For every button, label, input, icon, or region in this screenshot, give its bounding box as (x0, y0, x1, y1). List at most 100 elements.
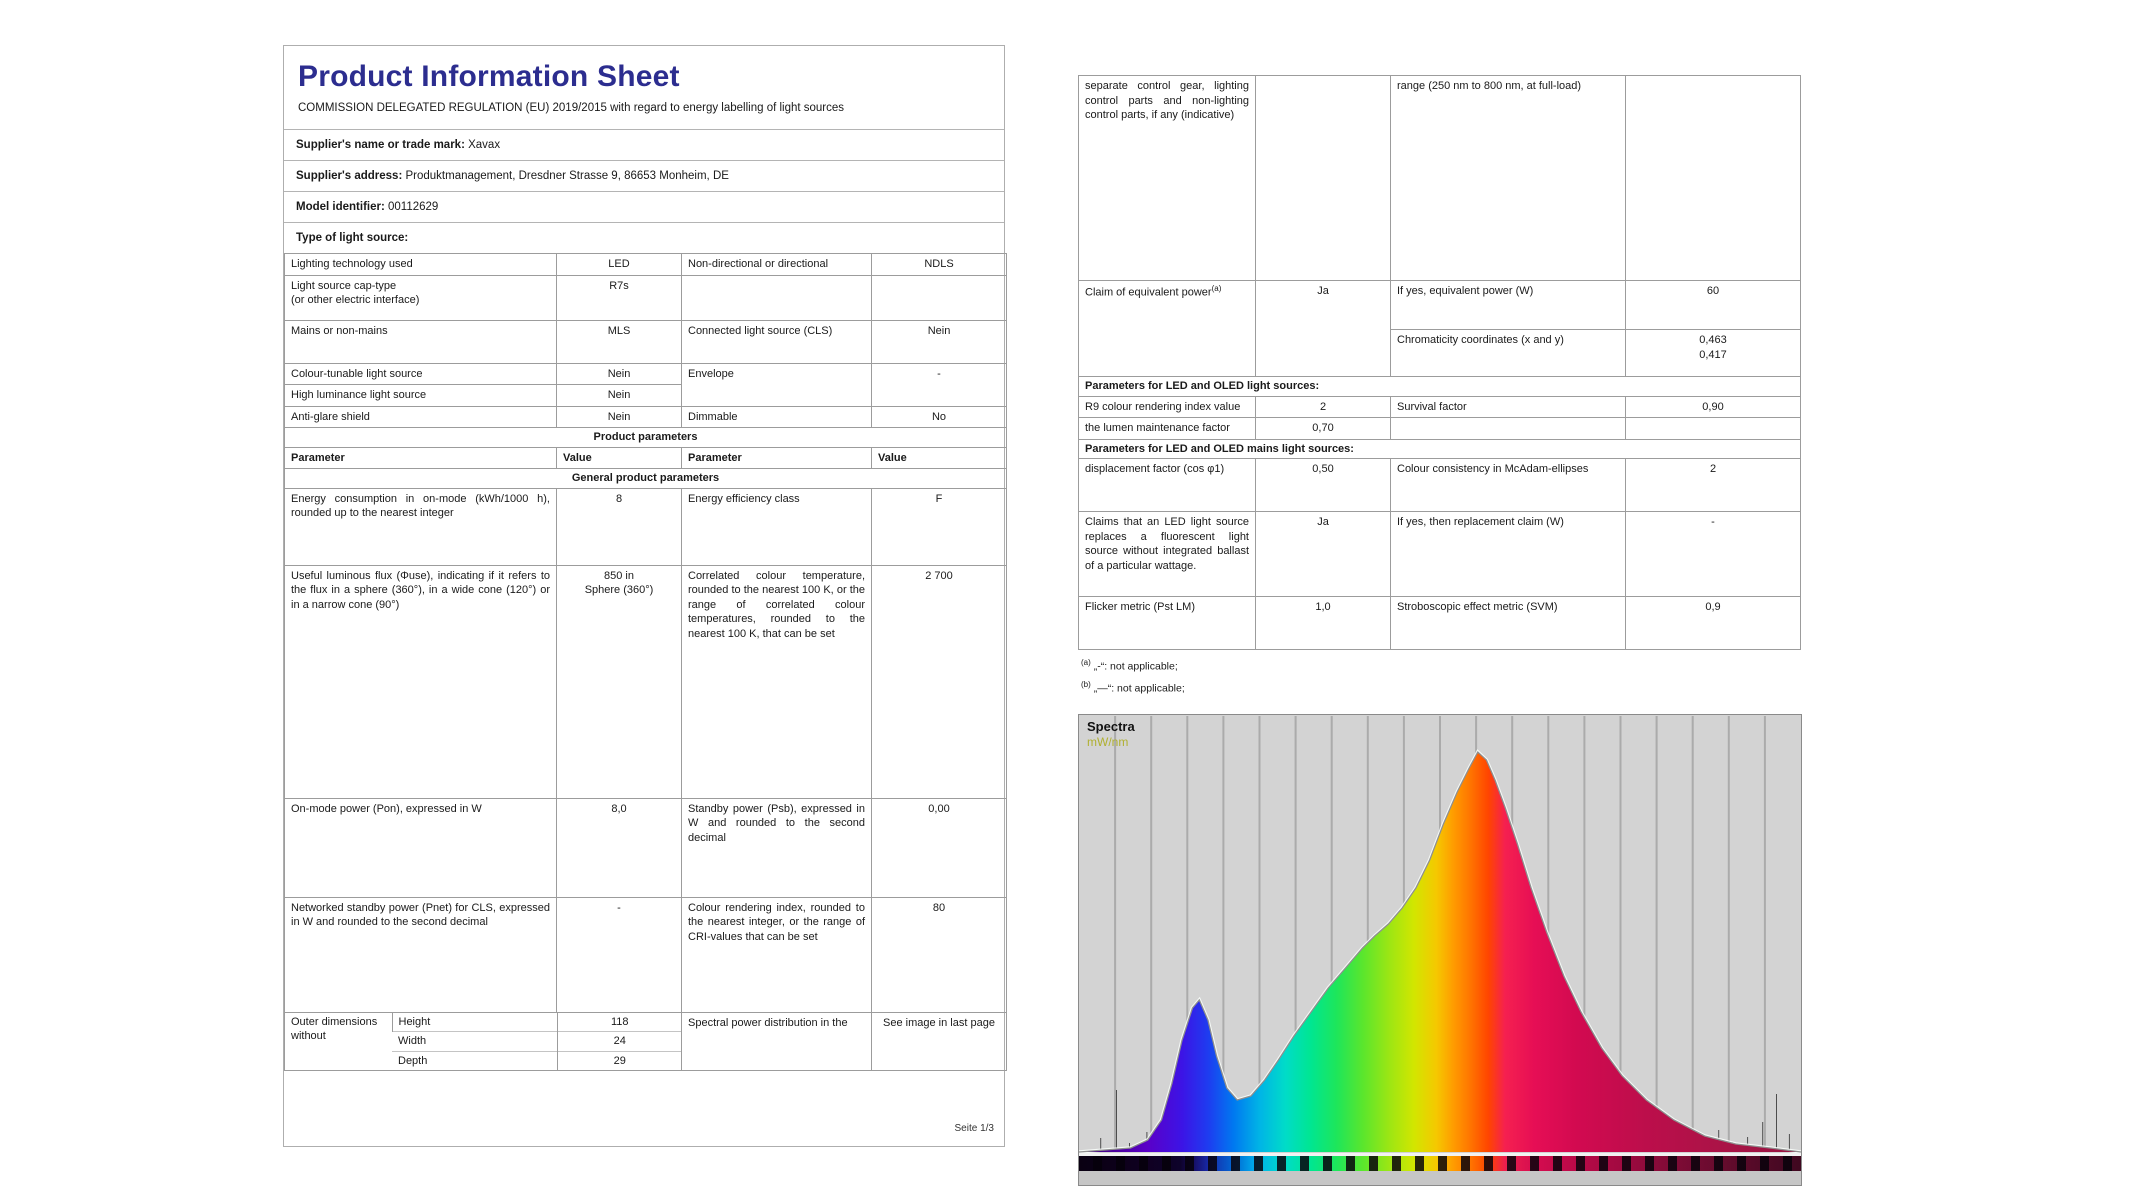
table-row: Lighting technology used LED Non-directi… (284, 253, 1007, 276)
value-cell: Ja (1255, 511, 1391, 598)
table-row: R9 colour rendering index value 2 Surviv… (1078, 395, 1801, 419)
table-row: Networked standby power (Pnet) for CLS, … (284, 896, 1007, 1013)
value-cell: Nein (556, 405, 682, 429)
value-cell (1255, 75, 1391, 281)
outer-dimensions-cell: Outer dimensions without Height 118 Widt… (284, 1011, 682, 1072)
footnote-marker: (a) (1211, 284, 1222, 293)
value-cell: Nein (556, 362, 682, 386)
param-cell: Mains or non-mains (284, 319, 557, 364)
param-cell: Standby power (Psb), expressed in W and … (681, 797, 872, 898)
column-header: Value (556, 446, 682, 470)
value-cell: 0,70 (1255, 417, 1391, 440)
dimensions-label: Outer dimensions without (291, 1015, 378, 1043)
page-number: Seite 1/3 (954, 1123, 994, 1134)
param-cell: Non-directional or directional (681, 253, 872, 276)
param-cell (681, 274, 872, 321)
model-identifier-row: Model identifier: 00112629 (284, 191, 1004, 222)
param-cell: Claims that an LED light source replaces… (1078, 511, 1256, 598)
dimension-value: 24 (556, 1031, 682, 1052)
dimension-name: Height (391, 1012, 557, 1032)
value-cell: 60 (1625, 280, 1801, 330)
spectral-power-distribution-chart: Spectra mW/nm (1078, 714, 1802, 1186)
value-cell: F (871, 487, 1007, 566)
param-cell: range (250 nm to 800 nm, at full-load) (1390, 75, 1626, 281)
continuation-table: separate control gear, lighting control … (1078, 75, 1801, 651)
param-cell: On-mode power (Pon), expressed in W (284, 797, 557, 898)
column-header: Value (871, 446, 1007, 470)
value-cell: 0,90 (1625, 395, 1801, 419)
dimension-row: Width 24 (285, 1031, 682, 1052)
param-cell: Lighting technology used (284, 253, 557, 276)
spectrum-plot (1079, 715, 1801, 1185)
param-cell: Energy efficiency class (681, 487, 872, 566)
dimension-row: Depth 29 (285, 1050, 682, 1071)
section-row: Product parameters (284, 427, 1007, 448)
section-header-product-parameters: Product parameters (284, 427, 1007, 448)
supplier-name-row: Supplier's name or trade mark: Xavax (284, 129, 1004, 160)
value-cell: Ja (1255, 280, 1391, 377)
value-cell: 80 (871, 896, 1007, 1013)
param-cell: High luminance light source (284, 384, 557, 407)
value-cell: 0,50 (1255, 458, 1391, 513)
param-cell: Envelope (681, 362, 872, 407)
param-cell: Connected light source (CLS) (681, 319, 872, 364)
value-cell (1625, 417, 1801, 440)
dimensions-subtable: Outer dimensions without Height 118 Widt… (285, 1012, 682, 1071)
supplier-address-row: Supplier's address: Produktmanagement, D… (284, 160, 1004, 191)
chart-legend-title: Spectra (1087, 719, 1135, 734)
param-cell: If yes, equivalent power (W) (1390, 280, 1626, 330)
regulation-subtitle: COMMISSION DELEGATED REGULATION (EU) 201… (298, 102, 845, 114)
value-cell: 850 in Sphere (360°) (556, 564, 682, 799)
dimension-value: 29 (556, 1050, 682, 1071)
value-cell (871, 274, 1007, 321)
dimension-name: Width (392, 1031, 557, 1052)
param-cell: Energy consumption in on-mode (kWh/1000 … (284, 487, 557, 566)
param-cell: Colour rendering index, rounded to the n… (681, 896, 872, 1013)
product-information-sheet-page1: Product Information Sheet COMMISSION DEL… (283, 45, 1007, 1147)
column-header: Parameter (681, 446, 872, 470)
chart-legend-unit: mW/nm (1087, 735, 1129, 750)
section-row: General product parameters (284, 468, 1007, 489)
value-cell: LED (556, 253, 682, 276)
table-row: Claims that an LED light source replaces… (1078, 511, 1801, 598)
footnote: (b) „—“: not applicable; (1081, 680, 1185, 695)
value-cell: MLS (556, 319, 682, 364)
param-cell: Useful luminous flux (Φuse), indicating … (284, 564, 557, 799)
table-row: Energy consumption in on-mode (kWh/1000 … (284, 487, 1007, 566)
param-cell: Chromaticity coordinates (x and y) (1390, 329, 1626, 377)
value-cell: R7s (556, 274, 682, 321)
value-cell: - (1625, 511, 1801, 598)
table-row: displacement factor (cos φ1) 0,50 Colour… (1078, 458, 1801, 513)
value-cell: 2 (1255, 395, 1391, 419)
value-cell: 8 (556, 487, 682, 566)
dimension-name: Depth (392, 1050, 557, 1071)
table-row: Chromaticity coordinates (x and y) 0,463… (1079, 329, 1801, 377)
product-information-sheet-page2: separate control gear, lighting control … (1078, 75, 1801, 651)
light-source-table: Lighting technology used LED Non-directi… (284, 253, 1007, 1072)
page-title: Product Information Sheet (298, 60, 680, 93)
value-cell: - (871, 362, 1007, 407)
value-cell: 0,00 (871, 797, 1007, 898)
value-cell: Nein (871, 319, 1007, 364)
section-header-led-oled-mains: Parameters for LED and OLED mains light … (1078, 438, 1801, 460)
value-cell: 8,0 (556, 797, 682, 898)
value-cell: 0,463 0,417 (1625, 329, 1801, 377)
section-row: Parameters for LED and OLED mains light … (1078, 438, 1801, 460)
value-cell: 1,0 (1255, 596, 1391, 651)
param-cell: Survival factor (1390, 395, 1626, 419)
table-row: Light source cap-type (or other electric… (284, 274, 1007, 321)
param-cell: Dimmable (681, 405, 872, 429)
value-cell (1625, 75, 1801, 281)
value-cell: - (556, 896, 682, 1013)
supplier-name-value: Xavax (468, 139, 501, 152)
value-cell: 2 (1625, 458, 1801, 513)
param-cell: displacement factor (cos φ1) (1078, 458, 1256, 513)
section-header-led-oled: Parameters for LED and OLED light source… (1078, 376, 1801, 397)
footnotes: (a) „-“: not applicable; (b) „—“: not ap… (1081, 655, 1185, 700)
table-row: On-mode power (Pon), expressed in W 8,0 … (284, 797, 1007, 898)
param-cell: Colour-tunable light source (284, 362, 557, 386)
param-cell: Spectral power distribution in the (681, 1011, 872, 1072)
param-cell: Stroboscopic effect metric (SVM) (1390, 596, 1626, 651)
column-header-row: Parameter Value Parameter Value (284, 446, 1007, 470)
table-row: Useful luminous flux (Φuse), indicating … (284, 564, 1007, 799)
